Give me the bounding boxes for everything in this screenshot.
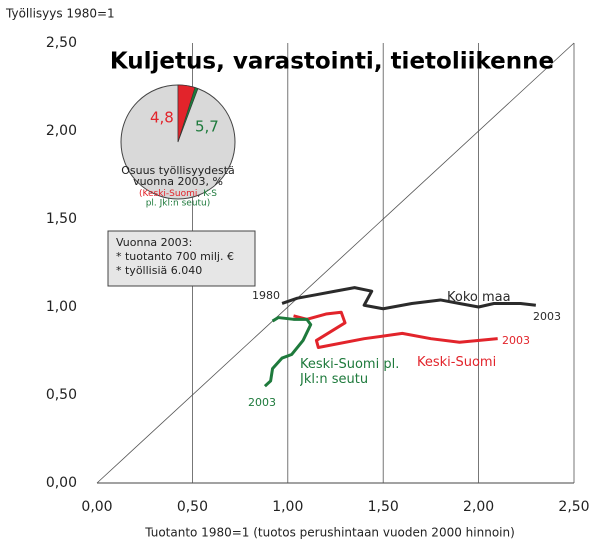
x-tick-label: 0,50: [177, 499, 208, 515]
series-label-text: Keski-Suomi: [417, 355, 497, 370]
y-tick-label: 1,00: [46, 299, 77, 315]
pie-legend-part: (Keski-Suomi: [139, 189, 197, 199]
pie-value-label: 5,7: [195, 118, 219, 136]
series-line: [293, 310, 498, 349]
pie-slice: [177, 84, 196, 143]
pie-value-label: 4,8: [150, 109, 174, 127]
series-label-text: Koko maa: [447, 290, 511, 305]
y-tick-label: 0,50: [46, 387, 77, 403]
pie-note: Osuus työllisyydestä: [121, 164, 235, 177]
y-tick-label: 2,50: [46, 35, 77, 51]
y-tick-label: 2,00: [46, 123, 77, 139]
pie-note: vuonna 2003, %: [133, 175, 223, 188]
info-box-line: Vuonna 2003:: [116, 236, 192, 249]
series-line: [281, 286, 537, 311]
series-label: Koko maa: [447, 290, 511, 305]
x-tick-label: 0,00: [81, 499, 112, 515]
info-box-line: * tuotanto 700 milj. €: [116, 250, 234, 263]
pie-legend-part: K-S: [203, 189, 217, 199]
pie-legend-part: ,: [197, 189, 203, 199]
series-label-text: Keski-Suomi pl. Jkl:n seutu: [300, 357, 400, 387]
x-tick-label: 2,00: [463, 499, 494, 515]
info-box-line: * työllisiä 6.040: [116, 264, 202, 277]
info-box: [107, 230, 256, 287]
x-tick-label: 1,50: [368, 499, 399, 515]
x-tick-label: 2,50: [558, 499, 589, 515]
annotation: 2003: [502, 334, 530, 347]
annotation: 2003: [533, 310, 561, 323]
x-axis-title: Tuotanto 1980=1 (tuotos perushintaan vuo…: [144, 526, 515, 540]
x-tick-label: 1,00: [272, 499, 303, 515]
series-label: Keski-Suomi: [417, 355, 497, 370]
series-label: Keski-Suomi pl. Jkl:n seutu: [300, 357, 400, 387]
y-tick-label: 0,00: [46, 475, 77, 491]
y-axis-title: Työllisyys 1980=1: [5, 7, 115, 21]
pie-legend: pl. Jkl:n seutu): [146, 199, 211, 209]
series-line: [263, 316, 313, 388]
pie-legend: (Keski-Suomi, K-S: [139, 189, 217, 199]
annotation: 1980: [252, 289, 280, 302]
diagonal-line: [96, 42, 575, 484]
chart-title: Kuljetus, varastointi, tietoliikenne: [110, 49, 554, 75]
y-tick-label: 1,50: [46, 211, 77, 227]
annotation: 2003: [248, 396, 276, 409]
